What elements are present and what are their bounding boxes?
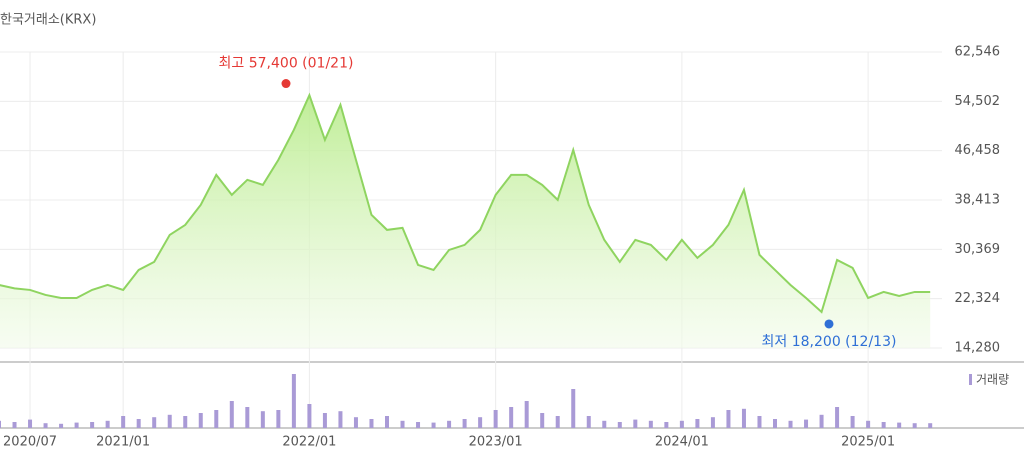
volume-bar (773, 419, 777, 428)
volume-bar (478, 417, 483, 428)
y-tick-label: 30,369 (955, 242, 1001, 257)
volume-bar (183, 416, 188, 428)
y-tick-label: 54,502 (955, 94, 1001, 109)
volume-bar (385, 416, 389, 428)
x-tick-label: 2023/01 (469, 435, 523, 450)
volume-bar (524, 401, 529, 428)
volume-bar (509, 407, 514, 428)
volume-bar (12, 422, 17, 428)
high-marker (281, 79, 291, 89)
volume-bar (664, 422, 669, 428)
volume-bar (804, 419, 809, 428)
volume-bar (152, 417, 157, 428)
volume-bar (835, 407, 840, 428)
volume-bar (59, 423, 64, 428)
volume-bar (43, 423, 48, 428)
volume-bar (260, 411, 265, 428)
volume-bar (540, 413, 545, 428)
volume-bar (633, 419, 638, 428)
volume-bar (447, 420, 452, 428)
volume-bar (757, 416, 762, 428)
y-tick-label: 62,546 (955, 45, 1001, 60)
volume-bar (881, 422, 886, 428)
volume-bar (679, 420, 684, 428)
y-tick-label: 38,413 (955, 193, 1001, 208)
volume-bar (105, 420, 110, 428)
volume-bar (586, 416, 591, 428)
volume-bar (462, 419, 467, 428)
volume-bar (121, 416, 126, 428)
volume-bar (571, 389, 576, 428)
x-tick-label: 2020/07 (3, 435, 57, 450)
legend-label: 거래량 (976, 373, 1009, 387)
volume-bar (276, 410, 281, 428)
volume-bar (602, 420, 607, 428)
volume-bar (136, 419, 141, 428)
low-marker (824, 319, 834, 329)
high-label: 최고 57,400 (01/21) (219, 56, 354, 72)
volume-bar (741, 408, 746, 428)
volume-bar (416, 422, 421, 428)
volume-bar (167, 414, 172, 428)
volume-bar (850, 416, 855, 428)
volume-bar (912, 423, 917, 428)
volume-bar (400, 420, 405, 428)
volume-bar (897, 422, 902, 428)
volume-bar (214, 410, 219, 428)
x-tick-label: 2021/01 (96, 435, 150, 450)
volume-bar (493, 410, 498, 428)
volume-bar (928, 423, 933, 428)
x-tick-label: 2024/01 (655, 435, 709, 450)
volume-bar (726, 410, 731, 428)
volume-bar (617, 422, 622, 428)
x-tick-label: 2022/01 (282, 435, 336, 450)
volume-bar (0, 420, 1, 428)
volume-bar (695, 419, 700, 428)
volume-bar (710, 417, 715, 428)
volume-bar (555, 416, 560, 428)
volume-bar (307, 404, 312, 428)
volume-bar (431, 422, 436, 428)
low-label: 최저 18,200 (12/13) (762, 334, 897, 350)
y-tick-label: 14,280 (955, 341, 1001, 356)
volume-bar (866, 420, 871, 428)
volume-bar (819, 414, 824, 428)
y-tick-label: 22,324 (955, 291, 1001, 306)
volume-bar (28, 419, 33, 428)
volume-bar (648, 420, 653, 428)
volume-bar (788, 420, 793, 428)
x-tick-label: 2025/01 (841, 435, 895, 450)
volume-bar (74, 422, 79, 428)
volume-bar (353, 417, 358, 428)
volume-bar (245, 407, 250, 428)
legend-swatch (969, 374, 972, 385)
price-line (0, 92, 931, 314)
volume-bar (322, 413, 327, 428)
volume-bar (198, 413, 203, 428)
volume-bar (90, 422, 95, 428)
source: 한국거래소(KRX) (0, 13, 96, 28)
volume-bar (229, 401, 234, 428)
volume-bar (369, 419, 374, 428)
y-tick-label: 46,458 (955, 143, 1001, 158)
volume-bar (338, 411, 343, 428)
volume-bar (291, 374, 296, 428)
area-fill (0, 95, 931, 348)
